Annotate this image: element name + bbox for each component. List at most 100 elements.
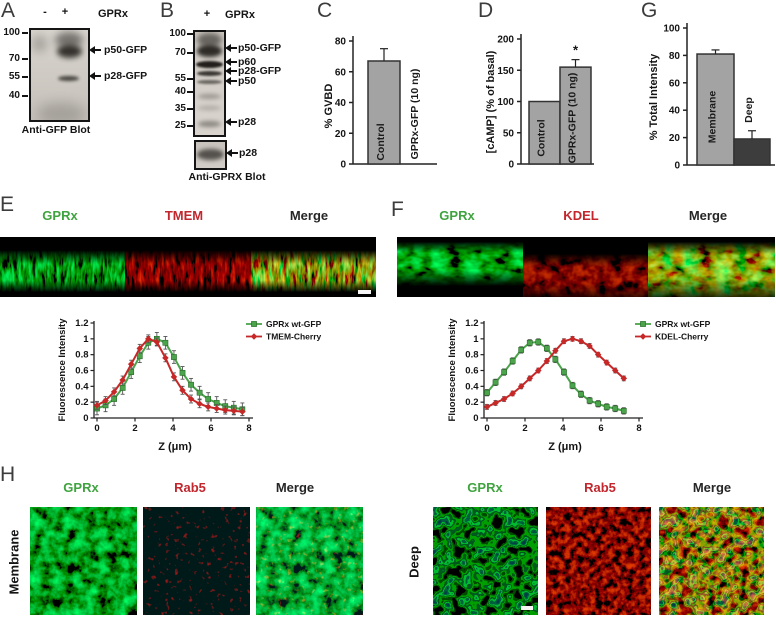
western-blot-anti-gprx (193, 30, 226, 137)
svg-text:Control: Control (375, 123, 387, 160)
svg-text:40: 40 (669, 106, 681, 117)
svg-text:0: 0 (508, 160, 514, 171)
svg-text:0: 0 (83, 413, 88, 424)
svg-text:100: 100 (663, 24, 680, 35)
svg-text:Fluorescence Intensity: Fluorescence Intensity (447, 318, 458, 422)
svg-text:0: 0 (340, 160, 346, 171)
svg-text:Control: Control (536, 119, 548, 156)
svg-text:Membrane: Membrane (707, 91, 719, 144)
mw-marker: 70 (174, 47, 186, 58)
svg-text:Fluorescence Intensity: Fluorescence Intensity (57, 318, 68, 422)
micrograph-membrane-merge (256, 507, 363, 615)
lane-label-minus: - (43, 6, 47, 18)
svg-text:KDEL-Cherry: KDEL-Cherry (655, 332, 709, 342)
svg-text:4: 4 (560, 423, 566, 434)
western-blot-anti-gprx-lower (194, 140, 227, 170)
micrograph-deep-merge (659, 507, 764, 615)
band-arrow-icon (225, 77, 237, 85)
bar-chart-camp: 0 50 100 150 200 Control * GPRx-GFP (10 ng) [cAM… (485, 34, 594, 171)
svg-text:20: 20 (669, 133, 681, 144)
band-label: p28 (238, 116, 257, 128)
svg-text:0: 0 (473, 413, 478, 424)
svg-text:Z (μm): Z (μm) (548, 441, 582, 453)
micrograph-membrane-gprx (30, 507, 137, 615)
svg-text:1: 1 (473, 334, 479, 345)
mw-marker: 35 (174, 103, 186, 114)
svg-text:0.8: 0.8 (465, 350, 478, 361)
band-label: p28 (239, 147, 258, 159)
treatment-label: GPRx (98, 8, 128, 20)
mw-marker: 100 (169, 28, 186, 39)
svg-text:GPRx-GFP (10 ng): GPRx-GFP (10 ng) (409, 69, 421, 160)
svg-text:0.4: 0.4 (75, 381, 89, 392)
blot-caption: Anti-GFP Blot (21, 124, 91, 136)
svg-text:200: 200 (497, 35, 514, 46)
svg-text:Z (μm): Z (μm) (158, 441, 192, 453)
svg-text:8: 8 (636, 423, 641, 434)
svg-text:[cAMP] (% of basal): [cAMP] (% of basal) (485, 50, 497, 153)
panel-label-d: D (478, 0, 494, 22)
channel-label-merge: Merge (275, 480, 315, 495)
svg-text:20: 20 (335, 129, 347, 140)
micrograph-membrane-rab5 (143, 507, 250, 615)
svg-text:100: 100 (497, 97, 514, 108)
svg-text:1: 1 (83, 334, 89, 345)
channel-label-merge: Merge (692, 480, 732, 495)
micrograph-e-merge (251, 237, 376, 297)
line-chart-kdel-colocalization: 0 0.2 0.4 0.6 0.8 1 1.2 0 2 4 6 8 Z (μm) Fluorescence… (447, 318, 711, 453)
svg-text:GPRx wt-GFP: GPRx wt-GFP (266, 319, 322, 329)
band-label: p28-GFP (104, 70, 148, 82)
svg-text:0: 0 (484, 423, 489, 434)
band-p28 (197, 120, 222, 127)
lane-label-plus: + (61, 6, 69, 18)
micrograph-e-gprx (0, 237, 125, 297)
micrograph-f-merge (648, 237, 775, 297)
mw-marker: 55 (8, 71, 20, 82)
band-arrow-icon (89, 46, 101, 54)
micrograph-f-gprx (397, 237, 523, 297)
svg-text:1.2: 1.2 (465, 318, 478, 329)
svg-text:0.2: 0.2 (75, 397, 88, 408)
mw-marker: 40 (8, 90, 20, 101)
svg-text:0.2: 0.2 (465, 397, 478, 408)
svg-text:60: 60 (669, 78, 681, 89)
channel-label-merge: Merge (289, 208, 329, 223)
lane-label-plus: + (203, 8, 211, 20)
panel-label-e: E (0, 193, 15, 216)
channel-label-gprx: GPRx (439, 208, 475, 223)
band-p28-gfp (196, 70, 223, 76)
micrograph-e-tmem (125, 237, 251, 297)
micrograph-f-kdel (523, 237, 648, 297)
svg-text:0: 0 (674, 161, 680, 172)
band-arrow-icon (226, 149, 238, 157)
channel-label-rab5: Rab5 (174, 480, 206, 495)
channel-label-merge: Merge (688, 208, 728, 223)
svg-text:40: 40 (335, 98, 347, 109)
svg-text:150: 150 (497, 66, 514, 77)
scale-bar (521, 606, 533, 610)
band-arrow-icon (225, 118, 237, 126)
channel-label-gprx: GPRx (42, 208, 78, 223)
micrograph-deep-gprx (433, 507, 538, 615)
bar-chart-gvbd: 0 20 40 60 80 Control GPRx-GFP (10 ng) % GVBD (323, 36, 437, 171)
svg-text:60: 60 (335, 67, 347, 78)
band-p50-gfp (196, 45, 223, 57)
svg-text:GPRx-GFP (10 ng): GPRx-GFP (10 ng) (567, 73, 579, 164)
micrograph-deep-rab5 (546, 507, 651, 615)
svg-text:Deep: Deep (743, 97, 755, 123)
channel-label-gprx: GPRx (467, 480, 503, 495)
svg-text:8: 8 (246, 423, 251, 434)
svg-text:0.6: 0.6 (75, 366, 88, 377)
svg-text:50: 50 (503, 128, 515, 139)
band-label: p60 (238, 56, 257, 68)
panel-label-f: F (391, 198, 404, 221)
row-label-deep: Deep (406, 546, 422, 578)
row-label-membrane: Membrane (6, 529, 22, 595)
band-p28 (197, 148, 224, 161)
svg-text:80: 80 (669, 51, 681, 62)
scale-bar (358, 290, 371, 294)
blot-caption: Anti-GPRX Blot (188, 171, 266, 183)
band-arrow-icon (225, 67, 237, 75)
svg-text:*: * (573, 43, 579, 58)
